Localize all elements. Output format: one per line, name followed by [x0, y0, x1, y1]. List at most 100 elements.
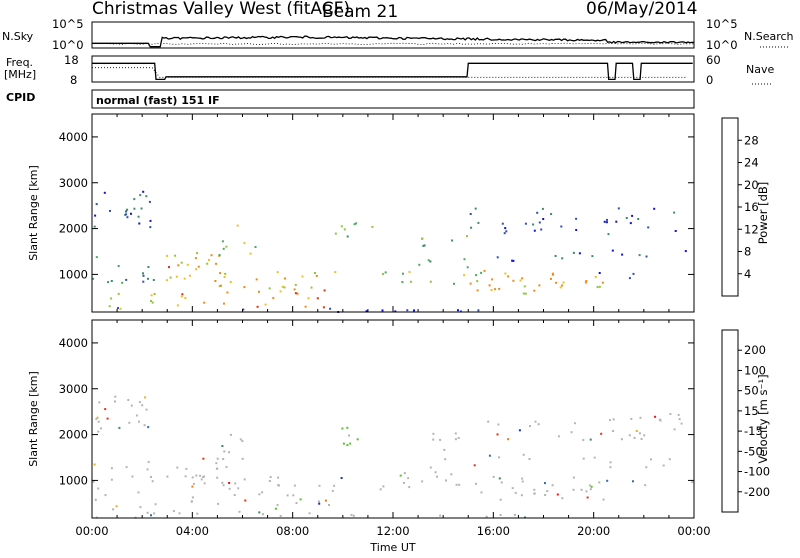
scatter-cell	[503, 232, 506, 235]
scatter-cell	[181, 293, 184, 296]
scatter-cell	[145, 195, 148, 198]
scatter-cell	[166, 475, 169, 478]
y-tick-label: 4000	[59, 130, 88, 144]
scatter-cell	[477, 309, 480, 312]
scatter-cell	[476, 289, 479, 292]
scatter-cell	[236, 224, 239, 227]
scatter-cell	[536, 211, 539, 214]
scatter-cell	[612, 430, 615, 432]
scatter-cell	[153, 512, 156, 515]
scatter-cell	[277, 484, 280, 486]
scatter-cell	[612, 418, 615, 421]
scatter-cell	[142, 274, 145, 277]
scatter-cell	[96, 416, 99, 419]
scatter-cell	[524, 292, 527, 295]
scatter-cell	[580, 488, 583, 491]
scatter-cell	[249, 252, 252, 255]
scatter-cell	[418, 263, 421, 266]
scatter-cell	[272, 297, 275, 300]
scatter-cell	[522, 292, 525, 295]
scatter-cell	[94, 498, 97, 501]
y-tick-label: 1000	[59, 473, 88, 487]
scatter-cell	[180, 295, 183, 298]
scatter-cell	[286, 494, 289, 497]
scatter-cell	[150, 294, 153, 297]
scatter-cell	[98, 401, 101, 404]
scatter-cell	[572, 476, 575, 479]
scatter-cell	[578, 252, 581, 255]
scatter-cell	[315, 274, 318, 277]
scatter-cell	[384, 271, 387, 274]
freq-panel-frame	[91, 55, 695, 83]
scatter-cell	[152, 279, 155, 281]
scatter-cell	[628, 277, 631, 280]
scatter-cell	[504, 227, 507, 230]
scatter-cell	[202, 457, 205, 460]
scatter-cell	[453, 282, 455, 285]
scatter-cell	[323, 289, 326, 292]
scatter-cell	[178, 512, 181, 515]
scatter-cell	[582, 457, 585, 460]
scatter-cell	[469, 213, 472, 215]
colorbar-tick-label: 20	[744, 178, 759, 192]
scatter-cell	[92, 480, 95, 483]
scatter-cell	[680, 422, 683, 425]
scatter-cell	[409, 280, 412, 283]
x-tick-label: 04:00	[176, 524, 209, 538]
scatter-cell	[268, 287, 271, 290]
scatter-cell	[455, 483, 458, 486]
colorbar-tick-label: -15	[744, 424, 763, 438]
scatter-cell	[498, 456, 501, 459]
scatter-cell	[239, 438, 242, 441]
x-tick-label: 12:00	[376, 524, 409, 538]
scatter-cell	[457, 309, 459, 312]
colorbar-tick-label: 100	[744, 363, 766, 377]
scatter-cell	[466, 235, 468, 238]
scatter-cell	[522, 453, 525, 456]
scatter-cell	[609, 466, 612, 469]
scatter-cell	[340, 225, 343, 228]
velocity-colorbar-label: Velocity [m s⁻¹]	[756, 374, 770, 463]
scatter-cell	[544, 482, 546, 485]
scatter-cell	[551, 272, 554, 275]
scatter-cell	[511, 259, 514, 262]
scatter-cell	[575, 229, 578, 231]
scatter-cell	[222, 247, 225, 250]
scatter-cell	[135, 414, 138, 417]
scatter-cell	[556, 493, 559, 496]
scatter-cell	[334, 232, 337, 235]
scatter-cell	[148, 200, 151, 203]
scatter-cell	[268, 480, 271, 482]
scatter-cell	[519, 279, 522, 282]
scatter-cell	[221, 445, 224, 447]
scatter-cell	[454, 438, 457, 441]
scatter-cell	[137, 215, 140, 218]
scatter-cell	[254, 246, 257, 248]
colorbar-tick-label: 24	[744, 156, 759, 170]
scatter-cell	[304, 305, 307, 308]
scatter-cell	[138, 401, 141, 404]
scatter-cell	[611, 249, 614, 252]
scatter-cell	[521, 477, 524, 480]
scatter-cell	[630, 417, 633, 420]
nave-tick-top: 60	[706, 53, 721, 67]
scatter-cell	[512, 259, 515, 262]
scatter-cell	[658, 418, 661, 421]
x-tick-label: 08:00	[276, 524, 309, 538]
scatter-cell	[439, 438, 442, 441]
scatter-cell	[633, 436, 636, 439]
scatter-cell	[221, 481, 224, 484]
scatter-cell	[534, 420, 537, 423]
scatter-cell	[142, 280, 145, 283]
scatter-cell	[284, 277, 286, 280]
scatter-cell	[223, 276, 226, 278]
scatter-cell	[186, 263, 189, 266]
velocity-heatmap	[92, 395, 694, 519]
power-ylabel: Slant Range [km]	[27, 165, 40, 261]
scatter-cell	[498, 287, 501, 290]
colorbar-tick-label: 16	[744, 200, 759, 214]
scatter-cell	[341, 427, 344, 430]
scatter-cell	[492, 475, 495, 478]
scatter-cell	[222, 484, 225, 487]
scatter-cell	[511, 487, 514, 490]
